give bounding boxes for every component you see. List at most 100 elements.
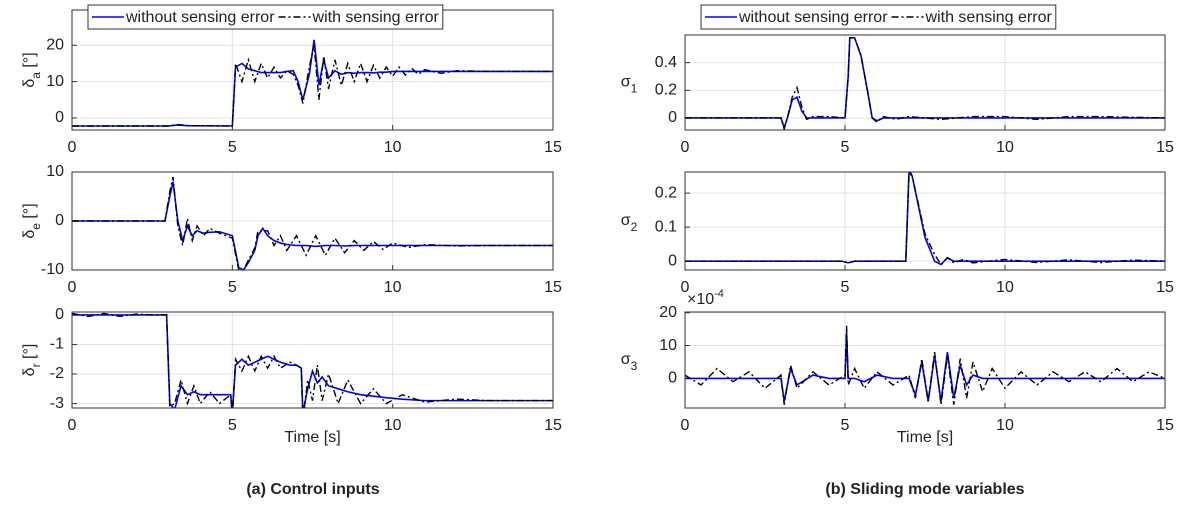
caption: (b) Sliding mode variables — [825, 481, 1024, 498]
caption: (a) Control inputs — [246, 481, 379, 498]
x-tick-label: 5 — [228, 279, 237, 296]
y-axis-label-part: δ — [21, 79, 38, 88]
x-tick-label: 5 — [841, 279, 850, 296]
x-tick-label: 0 — [68, 417, 77, 434]
y-axis-label-part: r — [29, 363, 43, 367]
y-axis-label: σ2 — [621, 212, 638, 234]
x-tick-label: 10 — [384, 417, 402, 434]
y-multiplier-base: ×10 — [687, 291, 714, 308]
y-tick-label: 0 — [668, 109, 677, 126]
x-tick-label: 0 — [68, 279, 77, 296]
axes: 0 5 10 15 -3 -2 -1 0 δr [°] Time [s] — [21, 306, 562, 446]
y-tick-label: 20 — [659, 304, 677, 321]
y-axis-label: δr [°] — [21, 344, 43, 377]
y-multiplier: ×10-4 — [687, 288, 724, 308]
y-axis-label-part: [°] — [21, 344, 38, 364]
y-tick-label: 0.2 — [655, 184, 677, 201]
y-tick-label: -2 — [50, 365, 64, 382]
y-tick-label: 0 — [55, 212, 64, 229]
plot-area — [685, 312, 1165, 408]
y-tick-label: 10 — [46, 73, 64, 90]
legend-box — [87, 4, 444, 30]
y-axis-label: σ3 — [621, 351, 638, 373]
data-line — [685, 172, 1165, 266]
x-axis-label: Time [s] — [284, 429, 340, 446]
data-line — [685, 37, 1165, 130]
axes-frame — [684, 171, 1166, 271]
x-axis-label: Time [s] — [897, 429, 953, 446]
axes-frame — [684, 34, 1166, 131]
x-tick-label: 10 — [996, 139, 1014, 156]
x-tick-label: 0 — [681, 139, 690, 156]
x-tick-label: 5 — [228, 417, 237, 434]
y-axis-label-part: σ — [621, 351, 631, 368]
axes: 0 5 10 15 0 0.1 0.2 σ2 — [621, 171, 1174, 296]
y-tick-label: 0 — [668, 370, 677, 387]
x-tick-label: 0 — [68, 139, 77, 156]
legend-label: without sensing error — [125, 9, 275, 26]
x-tick-label: 15 — [544, 279, 562, 296]
data-line — [72, 176, 553, 270]
legend-label: with sensing error — [925, 9, 1053, 26]
x-tick-label: 15 — [544, 139, 562, 156]
y-tick-label: 20 — [46, 36, 64, 53]
y-multiplier-exp: -4 — [714, 288, 724, 300]
y-tick-label: 0 — [668, 252, 677, 269]
x-tick-label: 15 — [1156, 139, 1174, 156]
x-tick-label: 10 — [384, 279, 402, 296]
y-tick-label: -10 — [41, 261, 64, 278]
y-axis-label: δa [°] — [21, 52, 43, 87]
axes-frame — [71, 311, 554, 409]
y-axis-label-part: 3 — [631, 359, 638, 373]
y-tick-label: 10 — [46, 163, 64, 180]
legend-label: with sensing error — [312, 9, 440, 26]
y-tick-label: 0.1 — [655, 218, 677, 235]
y-tick-label: 0 — [55, 306, 64, 323]
y-axis-label-part: σ — [621, 212, 631, 229]
legend: without sensing error with sensing error — [700, 4, 1057, 30]
plot-area — [685, 35, 1165, 130]
data-line — [72, 314, 553, 408]
plot-area — [72, 312, 553, 408]
axes: 0 5 10 15 0 10 20 σ3 ×10-4 Time [s] — [621, 288, 1174, 446]
x-tick-label: 10 — [384, 139, 402, 156]
x-tick-label: 5 — [841, 139, 850, 156]
y-axis-label: σ1 — [621, 74, 638, 96]
y-tick-label: -1 — [50, 336, 64, 353]
axes-frame — [684, 311, 1166, 409]
y-axis-label-part: e — [29, 223, 43, 230]
y-tick-label: 0.2 — [655, 82, 677, 99]
legend: without sensing error with sensing error — [87, 4, 444, 30]
y-axis-label: δe [°] — [21, 203, 43, 238]
y-axis-label-part: a — [29, 72, 43, 79]
x-tick-label: 10 — [996, 279, 1014, 296]
y-tick-label: -3 — [50, 395, 64, 412]
y-axis-label-part: σ — [621, 74, 631, 91]
y-axis-label-part: δ — [21, 367, 38, 376]
plot-area — [72, 10, 553, 130]
data-line — [685, 325, 1165, 405]
x-tick-label: 15 — [1156, 279, 1174, 296]
y-axis-label-part: δ — [21, 230, 38, 239]
data-line — [72, 45, 553, 127]
data-line — [685, 172, 1165, 266]
y-axis-label-part: 1 — [631, 82, 638, 96]
axes: 0 5 10 15 0 0.2 0.4 σ1 — [621, 34, 1174, 156]
y-tick-label: 0.4 — [655, 54, 677, 71]
x-tick-label: 10 — [996, 417, 1014, 434]
y-tick-label: 10 — [659, 337, 677, 354]
axes-frame — [71, 171, 554, 271]
x-tick-label: 5 — [228, 139, 237, 156]
y-axis-label-part: [°] — [21, 52, 38, 72]
legend-label: without sensing error — [738, 9, 888, 26]
y-tick-label: 0 — [55, 109, 64, 126]
legend-box — [700, 4, 1057, 30]
x-tick-label: 0 — [681, 279, 690, 296]
y-axis-label-part: 2 — [631, 220, 638, 234]
x-tick-label: 15 — [1156, 417, 1174, 434]
y-axis-label-part: [°] — [21, 203, 38, 223]
x-tick-label: 15 — [544, 417, 562, 434]
